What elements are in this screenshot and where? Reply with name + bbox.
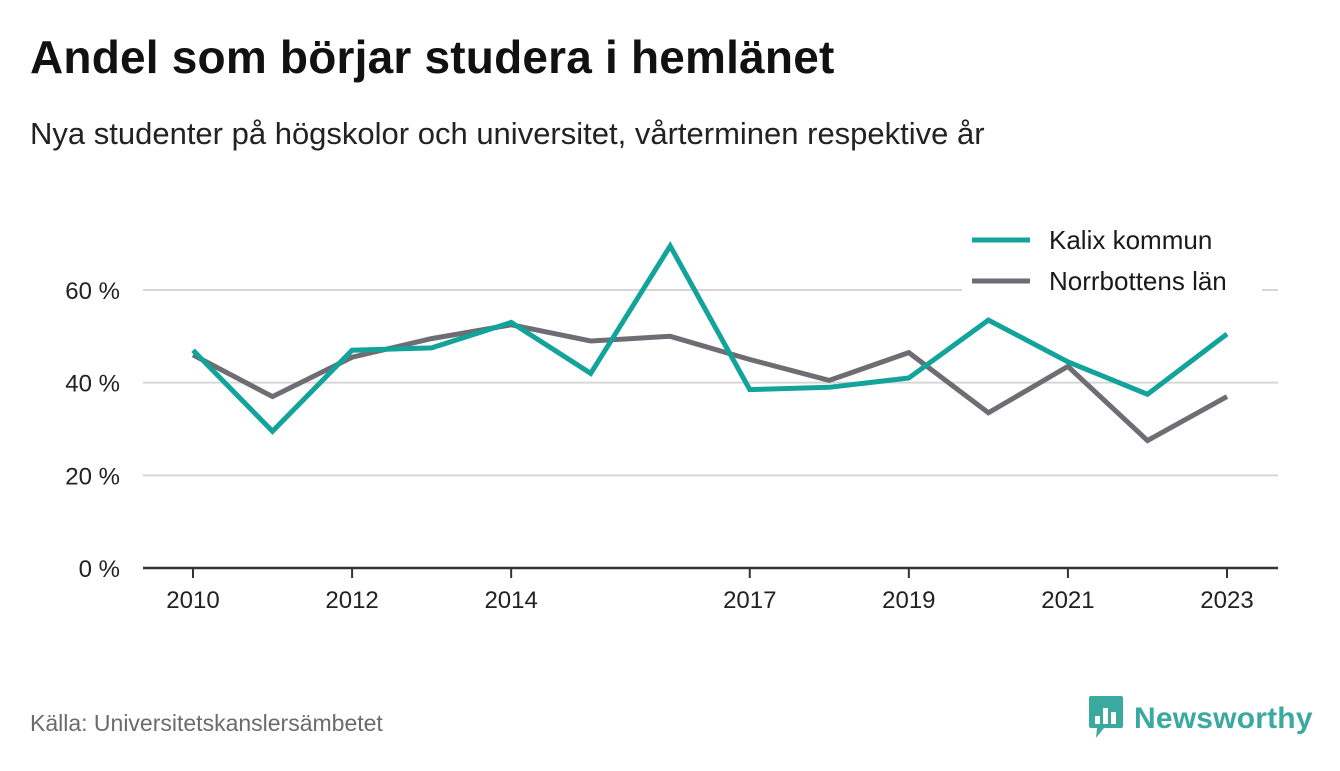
brand-name: Newsworthy	[1134, 702, 1313, 735]
series-line-kalix	[191, 241, 1229, 435]
x-tick-label: 2010	[166, 587, 219, 614]
x-tick-label: 2021	[1041, 587, 1094, 614]
y-tick-label: 60 %	[65, 278, 120, 305]
axes: 0 % 20 % 40 % 60 % 2010 2012 2014 2017 2019 2021 2…	[65, 278, 1278, 614]
line-chart: 0 % 20 % 40 % 60 % 2010 2012 2014 2017 2019 2021 2…	[65, 215, 1278, 614]
series-lines	[191, 241, 1229, 444]
y-tick-label: 40 %	[65, 371, 120, 398]
legend-label: Kalix kommun	[1049, 225, 1212, 255]
x-tick-label: 2023	[1200, 587, 1253, 614]
legend-label: Norrbottens län	[1049, 266, 1227, 296]
chart-subtitle: Nya studenter på högskolor och universit…	[30, 116, 985, 151]
x-tick-label: 2012	[325, 587, 378, 614]
bar-chart-speech-bubble-icon	[1088, 694, 1124, 745]
chart-title: Andel som börjar studera i hemlänet	[30, 31, 835, 83]
legend-background	[962, 215, 1262, 305]
y-tick-label: 0 %	[79, 556, 120, 583]
y-tick-label: 20 %	[65, 463, 120, 490]
brand-logo: Newsworthy	[1088, 694, 1313, 745]
legend: Kalix kommun Norrbottens län	[962, 215, 1262, 305]
source-note: Källa: Universitetskanslersämbetet	[30, 710, 383, 736]
x-tick-label: 2014	[484, 587, 537, 614]
x-tick-label: 2019	[882, 587, 935, 614]
series-line-norrbotten	[191, 322, 1229, 444]
x-tick-label: 2017	[723, 587, 776, 614]
